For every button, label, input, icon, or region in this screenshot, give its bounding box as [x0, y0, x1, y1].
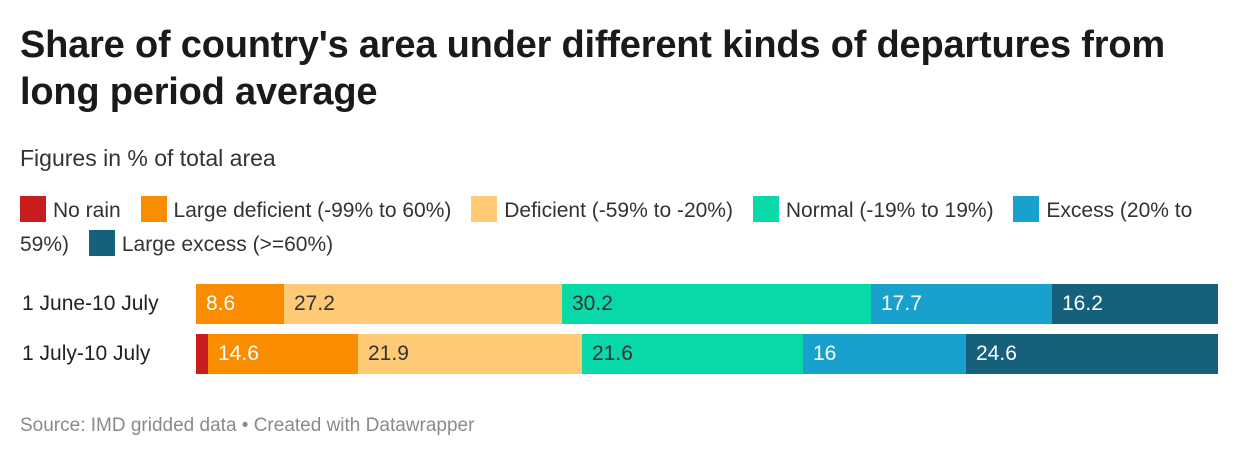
legend-label: Normal (-19% to 19%) [785, 199, 994, 222]
bar-segment: 14.6 [208, 334, 358, 374]
legend-item: Normal (-19% to 19%) [752, 196, 1000, 222]
legend-swatch-normal [752, 196, 779, 222]
legend-item: Large excess (>=60%) [88, 230, 334, 256]
bar-segment: 16 [803, 334, 966, 374]
bar-segment: 21.9 [358, 334, 582, 374]
row-label: 1 June-10 July [22, 292, 159, 315]
bar-segment: 8.6 [196, 284, 284, 324]
stacked-bar-chart: 1 June-10 July 8.6 27.2 30.2 17.7 16.2 1 Jul… [0, 284, 1240, 379]
bar-segment: 27.2 [284, 284, 562, 324]
legend-swatch-large-deficient [140, 196, 167, 222]
bar-segment: 24.6 [966, 334, 1218, 374]
bar-row: 14.6 21.9 21.6 16 24.6 [196, 334, 1218, 374]
chart-subtitle: Figures in % of total area [20, 145, 276, 171]
legend-swatch-large-excess [88, 230, 115, 256]
bar-segment: 17.7 [871, 284, 1052, 324]
bar-segment: 16.2 [1052, 284, 1218, 324]
legend-swatch-deficient [471, 196, 498, 222]
legend-item: Large deficient (-99% to 60%) [140, 196, 458, 222]
legend-swatch-excess [1013, 196, 1040, 222]
legend-label: Large excess (>=60%) [121, 233, 334, 256]
bar-row: 8.6 27.2 30.2 17.7 16.2 [196, 284, 1218, 324]
legend-label: No rain [53, 199, 121, 222]
legend-item: Deficient (-59% to -20%) [471, 196, 739, 222]
bar-segment [196, 334, 208, 374]
chart-title: Share of country's area under different … [20, 24, 1165, 113]
bar-segment: 21.6 [582, 334, 803, 374]
legend: No rain Large deficient (-99% to 60%) De… [20, 194, 1225, 262]
legend-item: No rain [20, 196, 127, 222]
row-label: 1 July-10 July [22, 342, 151, 365]
source-note: Source: IMD gridded data • Created with … [20, 415, 475, 436]
bar-segment: 30.2 [562, 284, 871, 324]
legend-swatch-no-rain [20, 196, 46, 222]
legend-label: Excess (20% to 59%) [20, 199, 1193, 256]
legend-label: Large deficient (-99% to 60%) [173, 199, 452, 222]
legend-label: Deficient (-59% to -20%) [504, 199, 733, 222]
legend-item: Excess (20% to 59%) [20, 196, 1193, 256]
